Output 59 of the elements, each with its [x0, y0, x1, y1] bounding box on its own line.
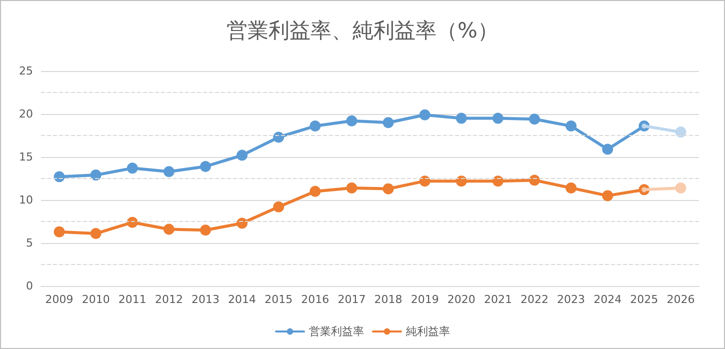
point	[236, 150, 248, 161]
x-tick-label: 2009	[45, 293, 74, 306]
point	[346, 182, 358, 194]
x-tick-label: 2025	[630, 293, 658, 306]
point	[163, 224, 174, 235]
y-tick-label: 5	[26, 236, 33, 250]
point	[382, 183, 394, 194]
y-tick-label: 20	[19, 108, 33, 120]
x-tick-label: 2014	[228, 293, 256, 306]
point	[54, 226, 65, 238]
point	[566, 120, 577, 132]
y-tick-label: 25	[19, 64, 33, 78]
point	[419, 109, 430, 120]
point	[273, 201, 284, 212]
point	[346, 115, 358, 126]
x-tick-label: 2011	[118, 293, 146, 306]
point	[529, 174, 540, 186]
x-tick-label: 2010	[82, 293, 110, 306]
point	[163, 166, 174, 178]
point	[200, 160, 211, 172]
legend-label: 純利益率	[406, 325, 450, 338]
point	[602, 144, 614, 155]
chart-title: 営業利益率、純利益率（%）	[226, 18, 498, 42]
point	[126, 216, 138, 228]
point	[200, 224, 211, 236]
point	[492, 112, 504, 124]
point	[126, 162, 138, 174]
point	[54, 171, 65, 182]
point	[310, 186, 321, 197]
point	[492, 176, 504, 187]
y-tick-label: 0	[26, 280, 33, 292]
point	[456, 176, 467, 187]
legend-label: 営業利益率	[309, 325, 364, 338]
x-tick-label: 2013	[192, 293, 220, 306]
x-tick-label: 2024	[594, 293, 622, 306]
point	[236, 218, 248, 229]
y-tick-label: 15	[19, 150, 33, 164]
x-tick-label: 2019	[410, 293, 439, 306]
point	[456, 112, 467, 124]
x-tick-label: 2020	[447, 293, 476, 306]
x-tick-label: 2018	[374, 293, 402, 306]
point	[529, 114, 540, 125]
point	[90, 228, 102, 240]
point	[273, 132, 284, 143]
x-tick-label: 2026	[666, 293, 695, 306]
point	[90, 170, 102, 181]
x-tick-label: 2017	[338, 293, 366, 306]
point	[310, 120, 321, 132]
x-tick-label: 2021	[484, 293, 512, 306]
x-tick-label: 2016	[301, 293, 330, 306]
x-tick-label: 2012	[154, 293, 183, 306]
y-tick-label: 10	[19, 194, 33, 206]
point	[419, 176, 430, 187]
point	[602, 190, 614, 202]
x-tick-label: 2023	[557, 293, 586, 306]
x-tick-label: 2015	[264, 293, 293, 306]
point	[566, 182, 577, 194]
point	[382, 117, 394, 128]
x-tick-label: 2022	[520, 293, 548, 306]
